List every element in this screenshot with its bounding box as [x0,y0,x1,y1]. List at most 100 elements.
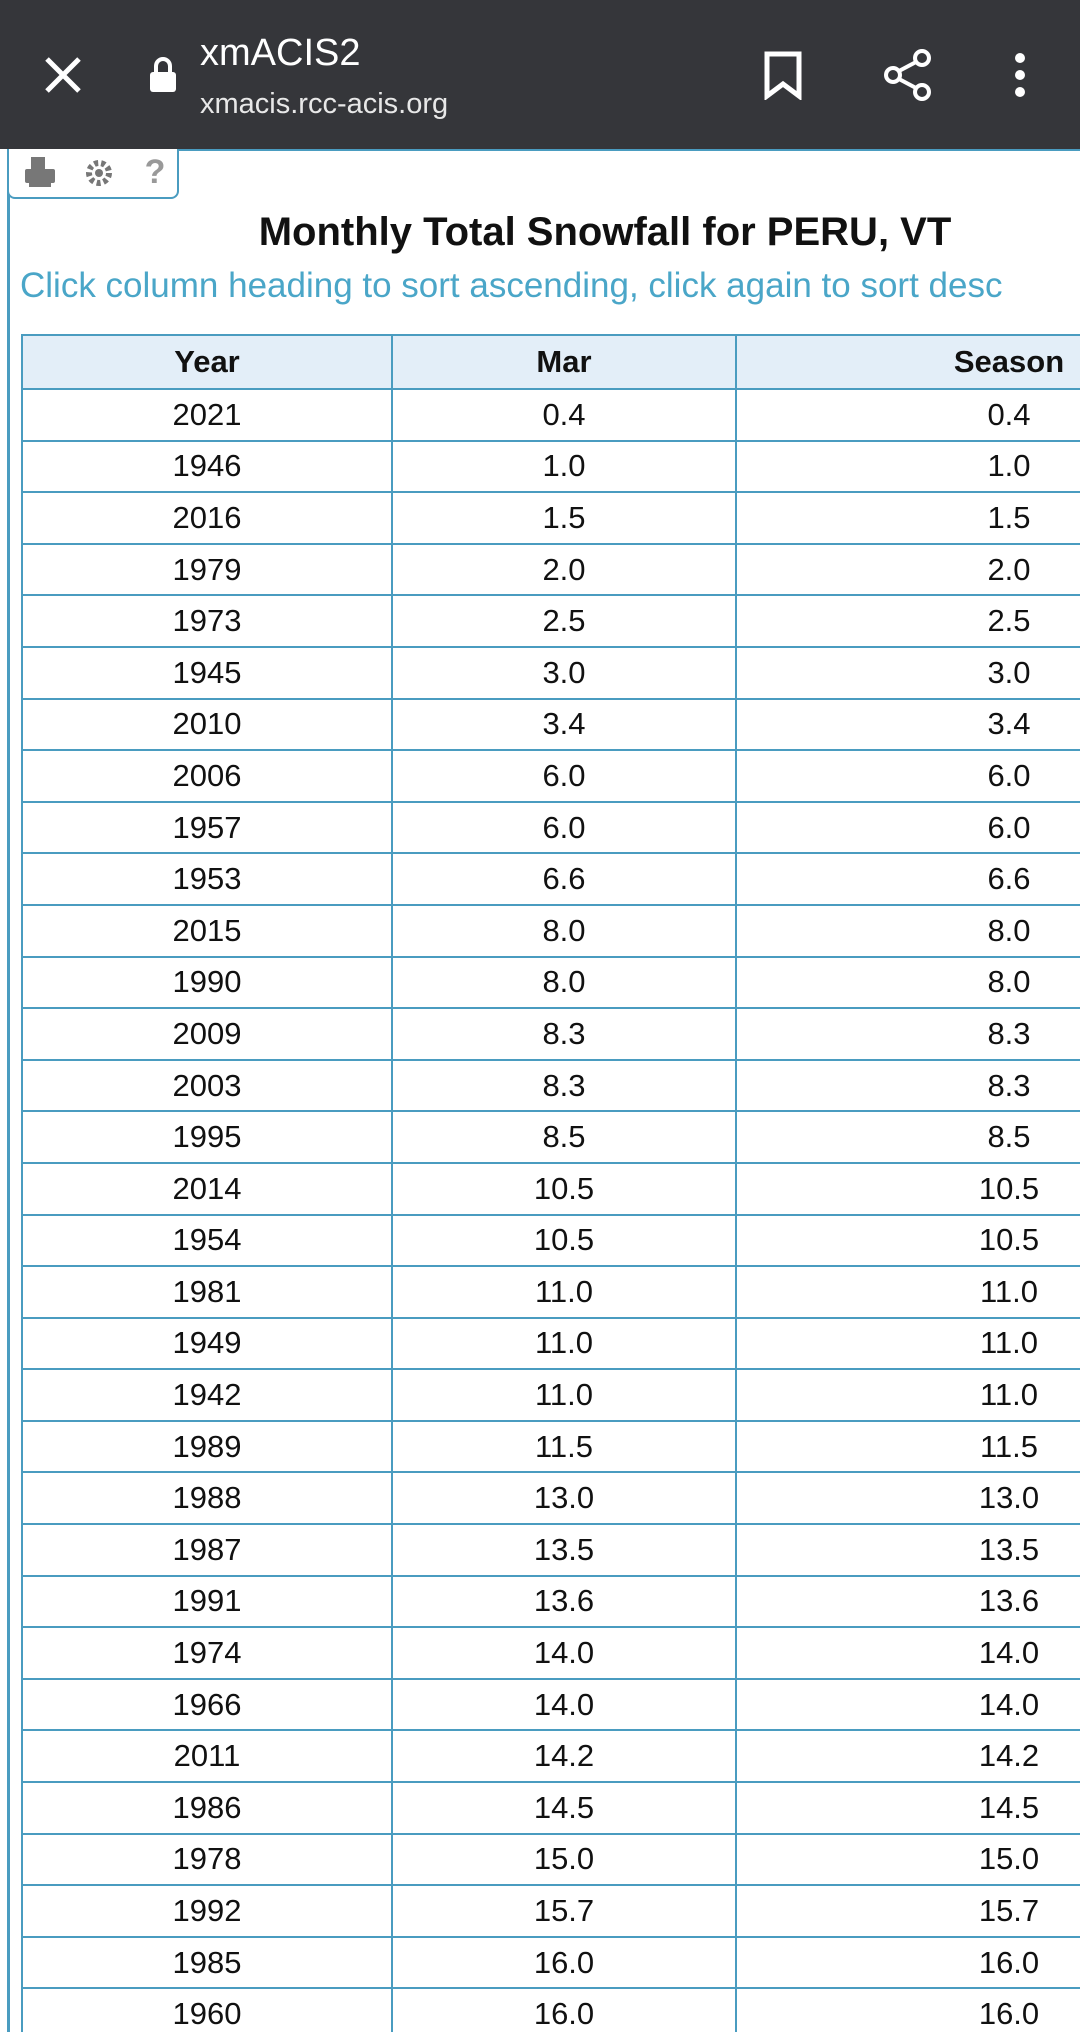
table-cell: 14.2 [391,1729,737,1784]
table-row: 1989 11.5 11.5 [21,1419,1080,1474]
table-cell: 11.0 [391,1265,737,1319]
header-row: Year Mar Season [21,334,1080,390]
data-table: Year Mar Season 2021 0.4 0.4 1946 1.0 1.0 2016 1.… [21,334,1080,2032]
table-row: 1957 6.0 6.0 [21,800,1080,855]
table-row: 2014 10.5 10.5 [21,1161,1080,1216]
column-header[interactable]: Year [21,334,393,390]
table-cell: 14.0 [391,1677,737,1732]
table-row: 2003 8.3 8.3 [21,1058,1080,1113]
column-header[interactable]: Season [735,334,1080,390]
table-cell: 0.4 [391,388,737,442]
table-cell: 3.0 [735,645,1080,700]
table-cell: 11.0 [735,1265,1080,1319]
table-cell: 10.5 [735,1213,1080,1268]
report-title: Monthly Total Snowfall for PERU, VT [258,210,952,254]
table-cell: 15.7 [735,1884,1080,1938]
table-cell: 6.6 [735,852,1080,906]
table-cell: 16.0 [391,1987,737,2032]
menu-button[interactable] [1010,52,1030,98]
table-cell: 1981 [21,1265,393,1319]
table-cell: 6.0 [735,800,1080,855]
table-row: 1986 14.5 14.5 [21,1781,1080,1835]
table-cell: 2006 [21,749,393,803]
table-cell: 2.5 [391,594,737,648]
page-title: xmACIS2 [200,32,361,74]
table-row: 2021 0.4 0.4 [21,388,1080,442]
close-button[interactable] [44,56,82,94]
table-cell: 1989 [21,1419,393,1474]
table-row: 1960 16.0 16.0 [21,1987,1080,2032]
table-row: 2010 3.4 3.4 [21,697,1080,752]
svg-text:?: ? [145,153,166,191]
table-cell: 1949 [21,1316,393,1371]
table-cell: 2003 [21,1058,393,1113]
table-cell: 6.0 [391,800,737,855]
column-header[interactable]: Mar [391,334,737,390]
table-cell: 1986 [21,1781,393,1835]
table-row: 2015 8.0 8.0 [21,903,1080,958]
table-cell: 8.5 [735,1110,1080,1164]
table-row: 2011 14.2 14.2 [21,1729,1080,1784]
table-cell: 11.0 [391,1316,737,1371]
table-cell: 2010 [21,697,393,752]
table-row: 1995 8.5 8.5 [21,1110,1080,1164]
bookmark-button[interactable] [762,50,804,100]
table-cell: 8.0 [735,955,1080,1010]
share-button[interactable] [882,48,934,102]
table-cell: 1985 [21,1935,393,1990]
browser-bar: xmACIS2 xmacis.rcc-acis.org [0,0,1080,149]
table-row: 1942 11.0 11.0 [21,1368,1080,1422]
table-cell: 16.0 [391,1935,737,1990]
table-cell: 14.0 [735,1677,1080,1732]
table-cell: 8.5 [391,1110,737,1164]
table-cell: 1.0 [735,439,1080,494]
table-cell: 2.5 [735,594,1080,648]
table-row: 2016 1.5 1.5 [21,491,1080,545]
table-cell: 1990 [21,955,393,1010]
table-cell: 13.0 [391,1471,737,1526]
table-cell: 8.0 [391,903,737,958]
table-cell: 1978 [21,1832,393,1887]
table-cell: 8.3 [735,1007,1080,1061]
table-cell: 3.0 [391,645,737,700]
table-cell: 1995 [21,1110,393,1164]
table-body: 2021 0.4 0.4 1946 1.0 1.0 2016 1.5 1.5 1979 2.0 2.0… [21,388,1080,2032]
table-cell: 11.0 [391,1368,737,1422]
table-row: 1988 13.0 13.0 [21,1471,1080,1526]
table-cell: 15.7 [391,1884,737,1938]
table-cell: 8.3 [391,1058,737,1113]
table-row: 1966 14.0 14.0 [21,1677,1080,1732]
table-cell: 1957 [21,800,393,855]
table-cell: 13.6 [391,1574,737,1629]
table-cell: 10.5 [391,1161,737,1216]
table-row: 1953 6.6 6.6 [21,852,1080,906]
table-cell: 1946 [21,439,393,494]
table-cell: 11.0 [735,1316,1080,1371]
table-cell: 1953 [21,852,393,906]
table-cell: 1.5 [391,491,737,545]
table-cell: 10.5 [391,1213,737,1268]
content-frame [7,149,1080,2032]
table-cell: 3.4 [391,697,737,752]
table-cell: 1979 [21,542,393,597]
table-cell: 1945 [21,645,393,700]
table-cell: 2014 [21,1161,393,1216]
table-cell: 11.5 [735,1419,1080,1474]
table-cell: 1991 [21,1574,393,1629]
table-cell: 1988 [21,1471,393,1526]
table-cell: 6.6 [391,852,737,906]
table-cell: 1.0 [391,439,737,494]
table-row: 1974 14.0 14.0 [21,1626,1080,1680]
table-cell: 2.0 [735,542,1080,597]
table-row: 1990 8.0 8.0 [21,955,1080,1010]
table-row: 1973 2.5 2.5 [21,594,1080,648]
table-cell: 2021 [21,388,393,442]
table-row: 1954 10.5 10.5 [21,1213,1080,1268]
table-row: 2006 6.0 6.0 [21,749,1080,803]
tool-icons[interactable]: ? [21,153,171,191]
table-cell: 14.0 [735,1626,1080,1680]
table-cell: 14.5 [391,1781,737,1835]
table-cell: 0.4 [735,388,1080,442]
table-cell: 14.2 [735,1729,1080,1784]
